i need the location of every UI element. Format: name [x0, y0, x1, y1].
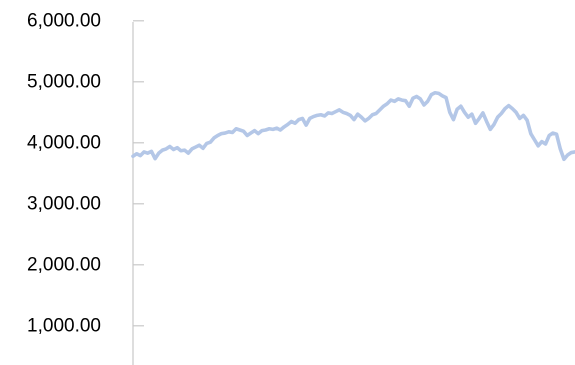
y-tick-label-3000: 3,000.00: [27, 193, 101, 214]
y-tick-label-5000: 5,000.00: [27, 71, 101, 92]
series-line: [131, 90, 575, 162]
y-tick-label-1000: 1,000.00: [27, 315, 101, 336]
y-tick-label-4000: 4,000.00: [27, 132, 101, 153]
y-tick-label-6000: 6,000.00: [27, 10, 101, 31]
y-axis: 1,000.00 2,000.00 3,000.00 4,000.00 5,00…: [27, 10, 144, 365]
series-points: [132, 92, 575, 160]
y-tick-label-2000: 2,000.00: [27, 254, 101, 275]
